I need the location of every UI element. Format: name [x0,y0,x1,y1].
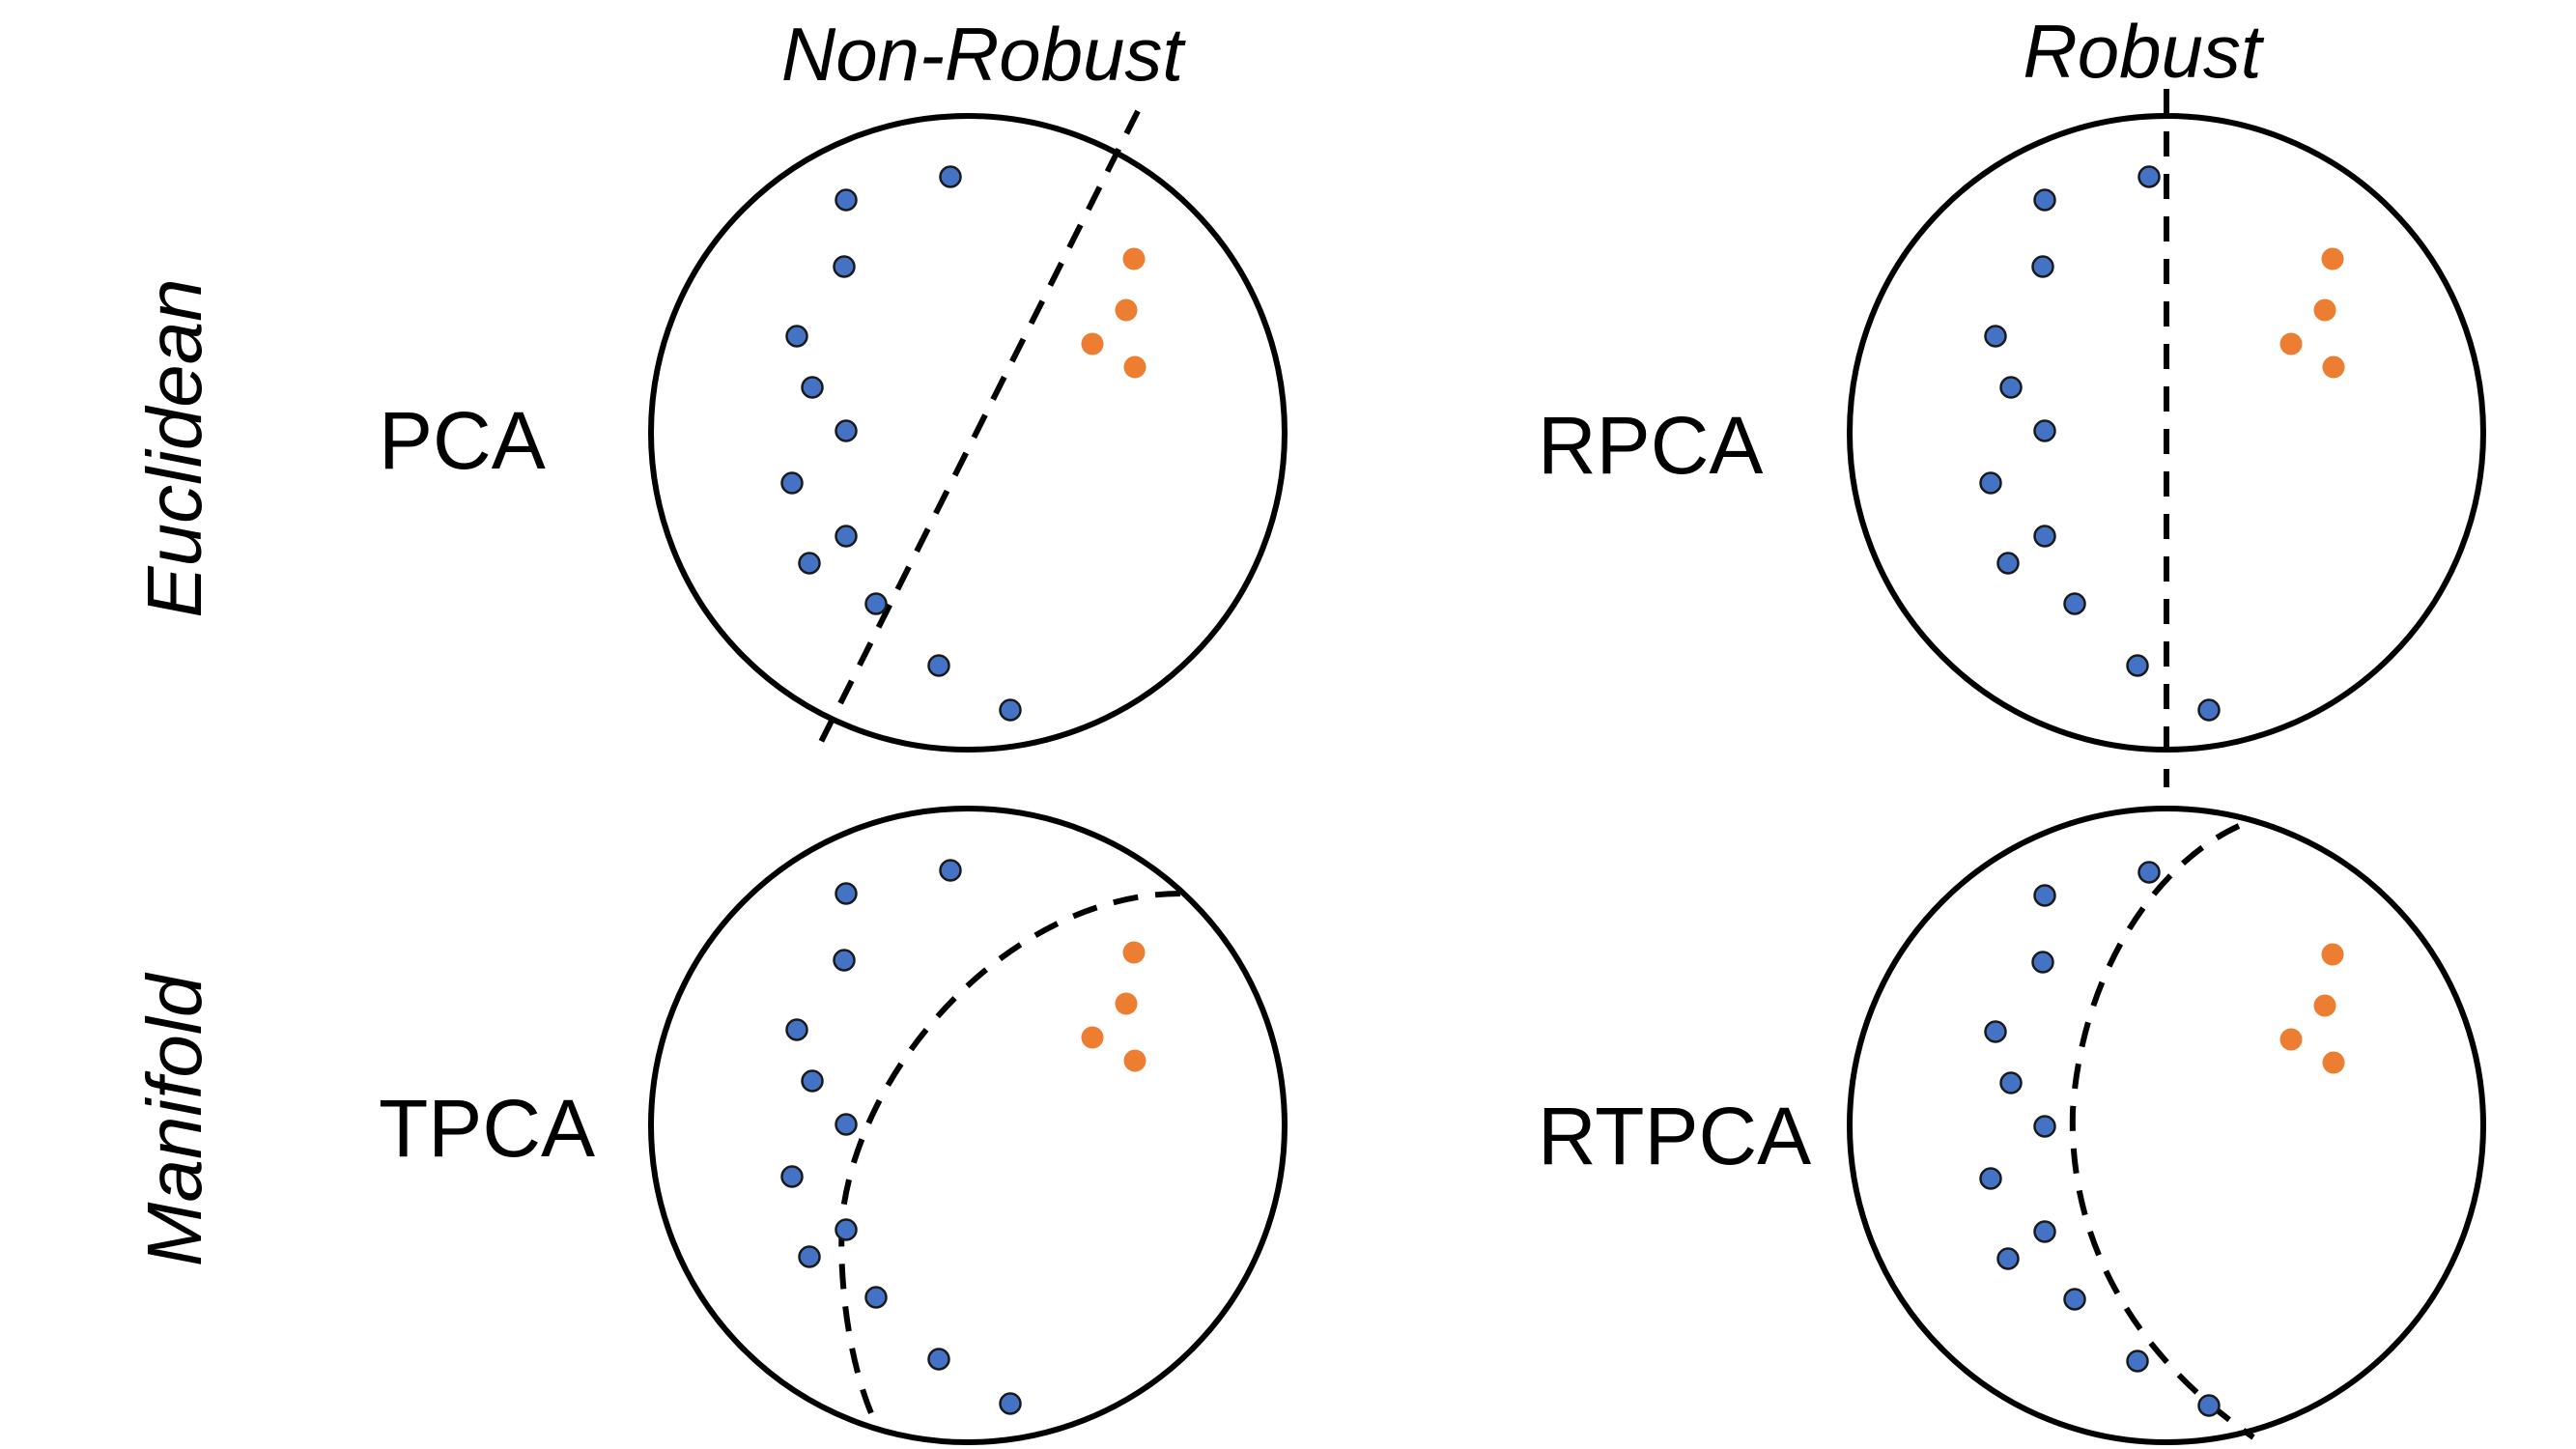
inlier-point [785,1018,808,1041]
inlier-point [835,882,858,905]
column-title-non-robust: Non-Robust [781,12,1187,97]
inlier-point [927,654,950,677]
inlier-point [1999,1071,2023,1094]
inlier-point [835,419,858,442]
inlier-point [2033,188,2056,212]
inlier-point [1979,471,2002,495]
method-label-rpca: RPCA [1538,400,1763,491]
outlier-point [2313,994,2336,1017]
panel-rtpca [1847,806,2486,1445]
inlier-point [1999,376,2023,399]
column-title-robust: Robust [2023,9,2264,94]
row-title-manifold: Manifold [131,972,217,1266]
inlier-point [785,325,808,348]
outlier-point [2321,247,2344,270]
inlier-point [835,1218,858,1241]
inlier-point [999,1392,1022,1415]
outlier-point [1081,332,1104,355]
inlier-point [2063,592,2086,615]
divider-arc-tpca [838,891,1181,1415]
inlier-point [1984,1020,2007,1043]
outlier-point [2322,355,2345,379]
inlier-point [2063,1288,2086,1311]
method-label-rtpca: RTPCA [1538,1091,1811,1181]
inlier-point [835,1113,858,1136]
inlier-point [1984,325,2007,348]
inlier-point [999,698,1022,722]
inlier-point [2137,861,2161,884]
method-label-pca: PCA [379,395,546,486]
inlier-point [835,188,858,212]
inlier-point [864,1286,888,1309]
inlier-point [939,165,962,188]
outlier-point [1122,247,1146,270]
panel-tpca [648,806,1288,1445]
inlier-point [833,255,856,278]
outlier-point [1122,941,1146,964]
outlier-point [2322,1051,2345,1074]
disk-tpca [648,806,1288,1445]
inlier-point [927,1348,950,1371]
panel-rpca [1847,89,2486,787]
row-title-euclidean: Euclidean [131,278,217,617]
inlier-point [835,525,858,548]
inlier-point [801,376,824,399]
inlier-point [1996,1247,2020,1270]
inlier-point [2126,1350,2149,1373]
inlier-point [864,592,888,615]
inlier-point [2031,951,2054,974]
method-label-tpca: TPCA [379,1083,595,1174]
panel-pca [648,109,1288,753]
points-tpca [780,859,1146,1415]
outlier-point [1115,298,1138,322]
inlier-point [2197,1394,2221,1417]
points-rpca [1979,165,2345,722]
points-pca [780,165,1146,722]
outlier-point [1081,1026,1104,1049]
outlier-point [2321,943,2344,966]
inlier-point [780,1165,804,1188]
outlier-point [1123,355,1146,379]
inlier-point [798,552,821,575]
disk-pca [648,113,1288,753]
inlier-point [833,949,856,972]
points-rtpca [1979,861,2345,1417]
inlier-point [2033,884,2056,907]
disk-rtpca [1847,806,2486,1445]
outlier-point [1115,992,1138,1015]
outlier-point [2279,1028,2303,1051]
divider-arc-rtpca [2069,823,2255,1440]
inlier-point [2126,654,2149,677]
inlier-point [780,471,804,495]
inlier-point [2137,165,2161,188]
inlier-point [2031,255,2054,278]
inlier-point [1996,552,2020,575]
outlier-point [2313,298,2336,322]
inlier-point [2033,419,2056,442]
inlier-point [2033,1220,2056,1243]
inlier-point [2033,525,2056,548]
outlier-point [1123,1049,1146,1072]
divider-line-pca [813,109,1141,753]
inlier-point [2197,698,2221,722]
inlier-point [939,859,962,882]
inlier-point [2033,1115,2056,1138]
inlier-point [801,1069,824,1093]
outlier-point [2279,332,2303,355]
inlier-point [798,1245,821,1268]
inlier-point [1979,1167,2002,1190]
